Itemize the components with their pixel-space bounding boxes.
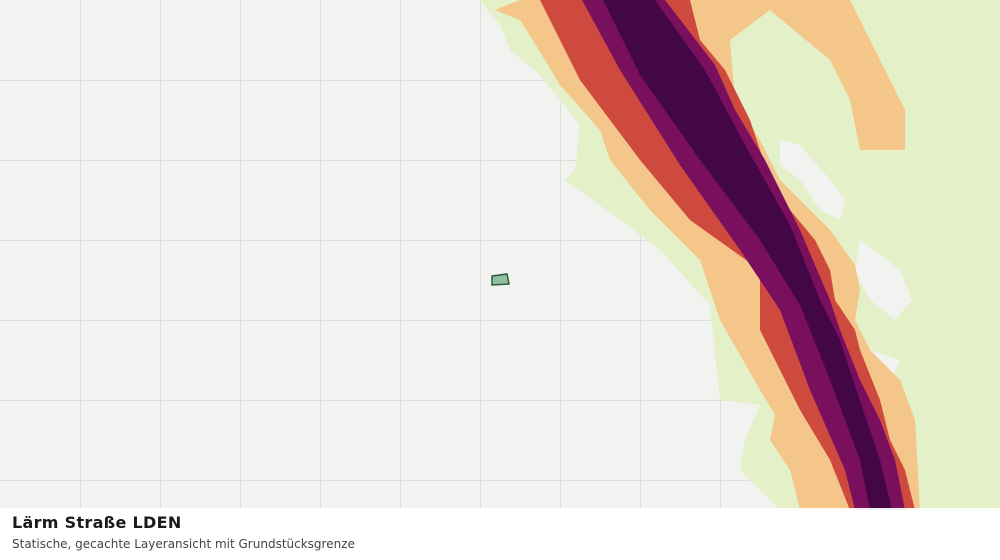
- layer-title: Lärm Straße LDEN: [12, 513, 182, 532]
- parcel-boundary: [491, 273, 510, 286]
- caption: Lärm Straße LDEN Statische, gecachte Lay…: [0, 508, 1000, 560]
- noise-zone-purple: [582, 0, 905, 510]
- layer-subtitle: Statische, gecachte Layeransicht mit Gru…: [12, 537, 355, 551]
- noise-zone-dark: [603, 0, 892, 510]
